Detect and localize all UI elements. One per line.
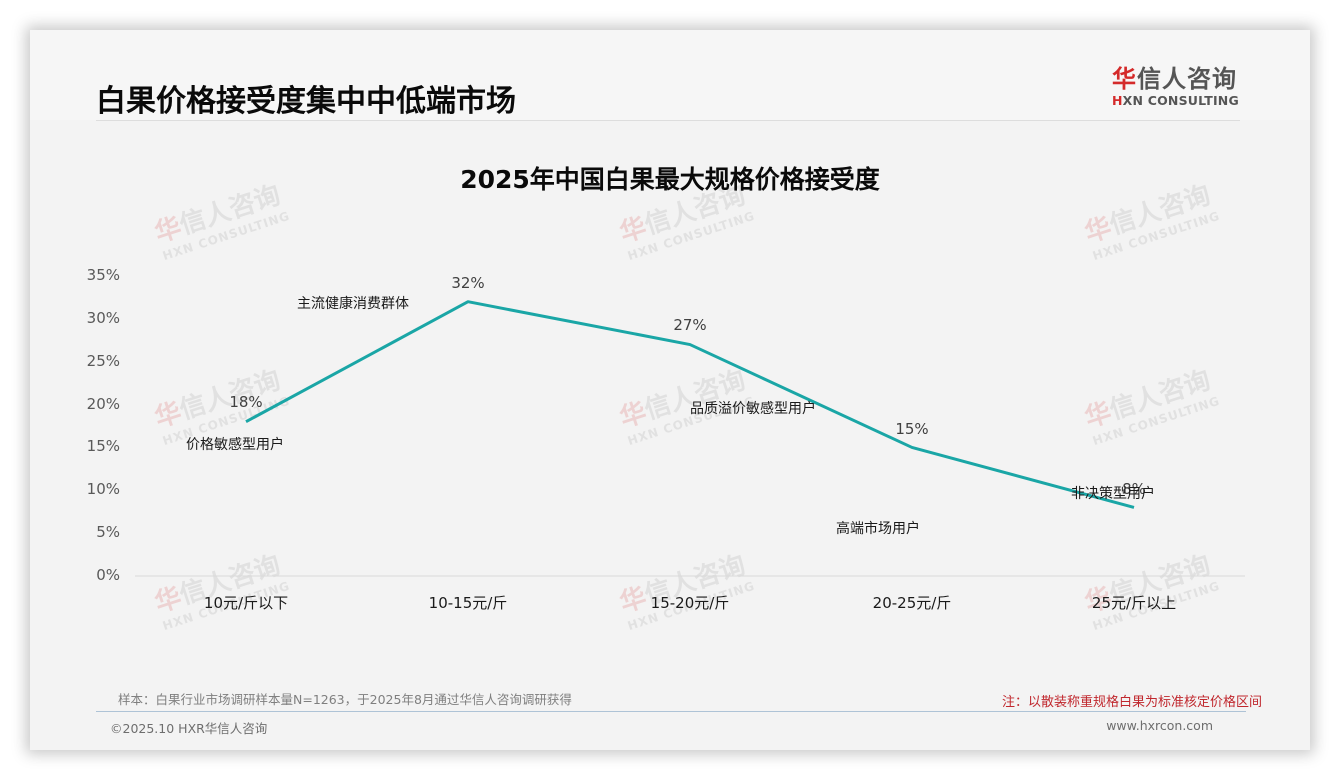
segment-annotation: 品质溢价敏感型用户 <box>690 401 816 417</box>
logo-cn-red-char: 华 <box>1112 65 1137 93</box>
data-value-label: 18% <box>229 392 263 411</box>
slide-header-band <box>30 30 1310 120</box>
segment-annotation: 非决策型用户 <box>1071 486 1155 502</box>
page-title: 白果价格接受度集中中低端市场 <box>96 84 516 119</box>
source-note: 样本：白果行业市场调研样本量N=1263，于2025年8月通过华信人咨询调研获得 <box>118 692 572 707</box>
y-tick-label: 0% <box>96 566 120 584</box>
logo-en-rest: XN CONSULTING <box>1122 93 1239 108</box>
data-value-label: 32% <box>451 273 485 292</box>
y-tick-label: 35% <box>86 266 120 284</box>
series-line <box>245 300 1135 509</box>
y-tick-label: 20% <box>86 394 120 413</box>
y-tick-label: 15% <box>86 437 120 456</box>
title-divider <box>96 120 1240 121</box>
data-value-label: 8% <box>1122 480 1146 499</box>
slide: 白果价格接受度集中中低端市场 华信人咨询 HXN CONSULTING 华信人咨… <box>30 30 1310 750</box>
logo-cn: 华信人咨询 <box>1112 66 1242 92</box>
y-tick-label: 25% <box>86 351 120 370</box>
footer-divider <box>96 711 1246 712</box>
price-range-note: 注：以散装称重规格白果为标准核定价格区间 <box>1001 695 1262 710</box>
segment-annotation: 高端市场用户 <box>836 521 920 537</box>
x-tick-label: 10-15元/斤 <box>428 594 508 612</box>
x-tick-label: 10元/斤以下 <box>203 594 289 612</box>
data-value-label: 15% <box>895 420 929 439</box>
brand-logo: 华信人咨询 HXN CONSULTING <box>1112 66 1242 112</box>
copyright: ©2025.10 HXR华信人咨询 <box>110 721 268 736</box>
x-tick-label: 20-25元/斤 <box>872 594 952 612</box>
chart-title: 2025年中国白果最大规格价格接受度 <box>460 165 880 194</box>
website-url: www.hxrcon.com <box>1106 718 1213 733</box>
segment-annotation: 价格敏感型用户 <box>186 437 284 453</box>
logo-cn-rest: 信人咨询 <box>1137 65 1237 93</box>
y-tick-label: 10% <box>86 480 120 499</box>
segment-annotation: 主流健康消费群体 <box>297 296 409 312</box>
y-tick-label: 5% <box>96 523 120 542</box>
x-tick-label: 15-20元/斤 <box>650 594 730 612</box>
y-tick-label: 30% <box>86 308 120 327</box>
x-tick-label: 25元/斤以上 <box>1091 594 1177 612</box>
logo-en-red-char: H <box>1112 93 1123 108</box>
line-chart <box>135 300 1245 577</box>
data-value-label: 27% <box>673 315 707 334</box>
logo-en: HXN CONSULTING <box>1112 93 1242 108</box>
